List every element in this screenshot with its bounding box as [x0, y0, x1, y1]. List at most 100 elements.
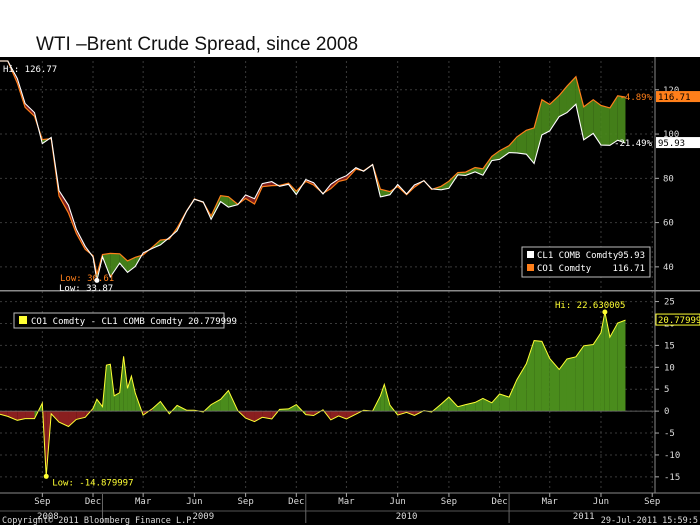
copyright-text: Copyright© 2011 Bloomberg Finance L.P. — [2, 516, 196, 525]
spread-area-segment — [220, 390, 229, 412]
price-spread-segment — [465, 167, 476, 176]
spread-area-segment — [131, 376, 136, 412]
price-spread-segment — [600, 105, 610, 146]
x-tick-label: Jun — [593, 497, 609, 507]
x-tick-label: Sep — [644, 497, 660, 507]
spread-area-segment — [127, 376, 132, 412]
spread-area-segment — [491, 394, 500, 412]
wti-line — [0, 60, 626, 281]
spread-area-segment — [123, 356, 128, 412]
spread-area-segment — [534, 340, 542, 412]
spread-y-tick-label: 15 — [664, 341, 675, 351]
spread-area-segment — [516, 363, 527, 412]
spread-area-segment — [583, 344, 594, 412]
spread-hi-marker — [602, 309, 608, 315]
price-spread-segment — [509, 136, 517, 153]
spread-legend-box — [13, 312, 225, 329]
brent-legend-swatch — [527, 264, 534, 271]
price-spread-segment — [583, 99, 594, 140]
spread-area-segment — [549, 358, 560, 412]
spread-legend-name: CO1 Comdty - CL1 COMB Comdty 20.779999 — [31, 317, 237, 327]
price-legend-box — [521, 246, 651, 278]
spread-area-segment — [457, 404, 466, 412]
price-spread-segment — [499, 145, 510, 160]
spread-area-segment — [7, 411, 18, 421]
wti-last-tag — [656, 137, 700, 149]
spread-area-segment — [380, 384, 385, 412]
spread-area-segment — [0, 411, 8, 417]
spread-hi-label: Hi: 22.630005 — [555, 301, 625, 311]
price-y-tick-label: 80 — [663, 174, 674, 184]
x-tick-label: Dec — [288, 497, 304, 507]
spread-area-segment — [448, 397, 458, 412]
spread-low-marker — [43, 473, 49, 479]
spread-area-segment — [346, 411, 356, 420]
spread-area-segment — [262, 411, 272, 420]
spread-area-segment — [566, 356, 576, 412]
spread-area-segment — [68, 411, 77, 427]
price-spread-segment — [491, 150, 500, 161]
price-y-tick-label: 120 — [663, 86, 679, 96]
price-spread-segment — [119, 253, 128, 273]
year-label: 2010 — [396, 512, 418, 522]
spread-y-tick-label: -5 — [664, 429, 675, 439]
spread-area-segment — [106, 364, 111, 412]
price-spread-segment — [575, 76, 584, 140]
wti-hi-label: Hi: 126.77 — [3, 65, 57, 75]
year-label: 2008 — [37, 512, 59, 522]
spread-area-segment — [617, 320, 626, 412]
price-spread-segment — [25, 103, 35, 117]
brent-line — [0, 60, 626, 275]
x-tick-label: Jun — [186, 497, 202, 507]
timestamp-text: 29-Jul-2011 15:59:5 — [601, 516, 698, 525]
spread-y-tick-label: -10 — [664, 451, 680, 461]
price-spread-segment — [566, 76, 576, 113]
spread-area-segment — [119, 356, 124, 412]
wti-last-value: 95.93 — [658, 139, 685, 149]
price-spread-segment — [59, 190, 69, 214]
brent-legend-name: CO1 Comdty — [537, 264, 592, 274]
wti-legend-swatch — [527, 251, 534, 258]
spread-area-segment — [96, 399, 103, 412]
page-title: WTI –Brent Crude Spread, since 2008 — [36, 34, 359, 55]
wti-low-marker — [94, 277, 100, 283]
spread-legend-swatch — [19, 316, 27, 324]
price-spread-segment — [526, 127, 535, 164]
spread-area-segment — [254, 411, 263, 422]
spread-area-segment — [330, 411, 339, 420]
spread-area-segment — [541, 341, 550, 412]
spread-area-segment — [600, 311, 605, 412]
brent-last-change: -4.89% — [619, 93, 652, 103]
brent-legend-value: 116.71 — [612, 264, 645, 274]
spread-area-segment — [482, 398, 492, 412]
spread-area-segment — [609, 323, 618, 412]
spread-area-segment — [338, 411, 347, 420]
x-tick-label: Mar — [338, 497, 355, 507]
year-label: 2009 — [192, 512, 214, 522]
brent-low-label: Low: 36.61 — [60, 274, 114, 284]
x-tick-label: Sep — [441, 497, 457, 507]
brent-last-tag — [656, 91, 700, 103]
price-spread-segment — [549, 95, 560, 131]
spread-y-tick-label: -15 — [664, 473, 680, 483]
spread-area-segment — [509, 379, 517, 412]
price-spread-segment — [609, 95, 618, 146]
spread-area-segment — [604, 311, 610, 412]
spread-last-tag — [655, 313, 700, 326]
x-tick-label: Jun — [390, 497, 406, 507]
spread-y-tick-label: 5 — [664, 385, 669, 395]
spread-line-group — [0, 311, 655, 477]
spread-area-segment — [25, 411, 35, 419]
price-y-tick-label: 40 — [663, 263, 674, 273]
spread-area-segment — [593, 332, 601, 412]
panel-divider — [0, 290, 700, 292]
spread-area-segment — [559, 358, 567, 412]
price-spread-segment — [110, 253, 120, 278]
wti-legend-value: 95.93 — [618, 251, 645, 261]
brent-last-value: 116.71 — [658, 93, 691, 103]
price-spread-segment — [534, 99, 542, 164]
spread-low-label: Low: -14.879997 — [52, 478, 133, 488]
price-lines — [0, 60, 626, 281]
spread-y-tick-label: 10 — [664, 363, 675, 373]
x-tick-label: Dec — [85, 497, 101, 507]
